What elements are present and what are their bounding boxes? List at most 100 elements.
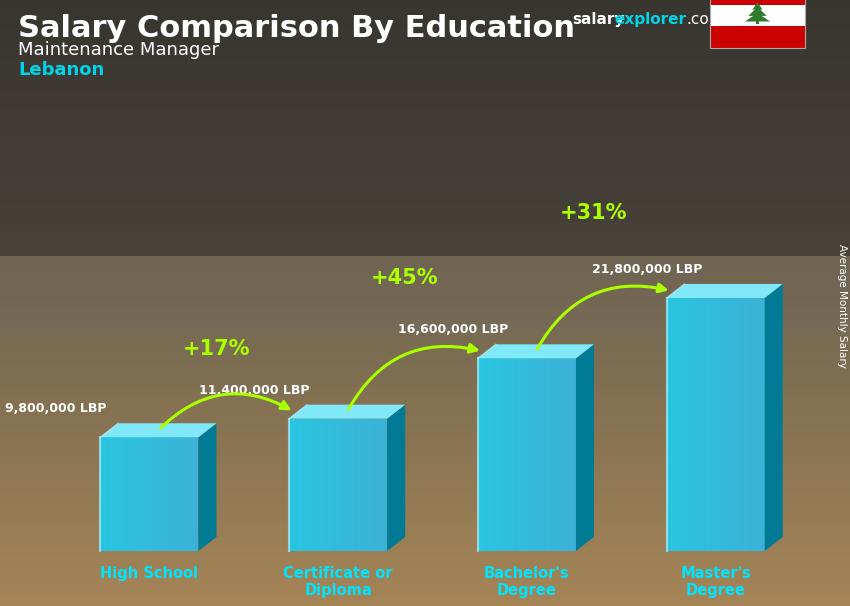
Bar bbox=[748, 298, 751, 551]
Bar bbox=[189, 438, 192, 551]
Bar bbox=[494, 358, 497, 551]
Bar bbox=[185, 438, 189, 551]
Text: High School: High School bbox=[100, 566, 198, 581]
Bar bbox=[384, 419, 388, 551]
Text: salary: salary bbox=[572, 12, 625, 27]
Bar bbox=[673, 298, 677, 551]
Bar bbox=[354, 419, 358, 551]
Bar bbox=[344, 419, 348, 551]
Bar bbox=[556, 358, 559, 551]
Bar bbox=[351, 419, 354, 551]
Bar bbox=[150, 438, 153, 551]
Bar bbox=[130, 438, 133, 551]
FancyArrowPatch shape bbox=[161, 394, 289, 428]
Bar bbox=[374, 419, 377, 551]
Bar bbox=[292, 419, 296, 551]
FancyArrowPatch shape bbox=[348, 344, 477, 409]
Polygon shape bbox=[198, 423, 217, 551]
Bar bbox=[365, 419, 367, 551]
Bar bbox=[728, 298, 732, 551]
Bar bbox=[338, 419, 342, 551]
Bar bbox=[322, 419, 325, 551]
Bar bbox=[517, 358, 520, 551]
Bar bbox=[169, 438, 173, 551]
Text: +31%: +31% bbox=[560, 203, 627, 223]
Bar bbox=[146, 438, 150, 551]
Bar bbox=[381, 419, 384, 551]
Bar bbox=[504, 358, 507, 551]
Polygon shape bbox=[388, 405, 405, 551]
Bar bbox=[319, 419, 322, 551]
Bar bbox=[296, 419, 299, 551]
Text: Master's
Degree: Master's Degree bbox=[680, 566, 751, 598]
Text: Average Monthly Salary: Average Monthly Salary bbox=[837, 244, 847, 368]
Bar bbox=[484, 358, 488, 551]
Text: +45%: +45% bbox=[371, 268, 439, 288]
Bar bbox=[550, 358, 553, 551]
Bar bbox=[710, 26, 805, 48]
Polygon shape bbox=[576, 344, 594, 551]
Polygon shape bbox=[745, 13, 770, 21]
Bar bbox=[739, 298, 742, 551]
Bar bbox=[328, 419, 332, 551]
Bar bbox=[712, 298, 716, 551]
Bar bbox=[0, 0, 850, 256]
Bar bbox=[159, 438, 162, 551]
Bar bbox=[153, 438, 156, 551]
Polygon shape bbox=[478, 344, 594, 358]
Bar bbox=[289, 419, 292, 551]
Polygon shape bbox=[666, 284, 783, 298]
Text: Certificate or
Diploma: Certificate or Diploma bbox=[283, 566, 393, 598]
Bar bbox=[348, 419, 351, 551]
Bar bbox=[497, 358, 501, 551]
Bar bbox=[758, 298, 762, 551]
Bar bbox=[371, 419, 374, 551]
Bar bbox=[536, 358, 540, 551]
Bar bbox=[196, 438, 198, 551]
Bar bbox=[358, 419, 361, 551]
Polygon shape bbox=[100, 423, 217, 438]
Bar bbox=[706, 298, 709, 551]
Bar bbox=[176, 438, 178, 551]
Bar bbox=[762, 298, 765, 551]
Bar bbox=[162, 438, 166, 551]
Bar bbox=[670, 298, 673, 551]
Text: 9,800,000 LBP: 9,800,000 LBP bbox=[5, 402, 107, 415]
Bar bbox=[756, 21, 758, 24]
Text: +17%: +17% bbox=[183, 339, 250, 359]
Bar bbox=[173, 438, 176, 551]
Text: 16,600,000 LBP: 16,600,000 LBP bbox=[398, 324, 508, 336]
Text: Lebanon: Lebanon bbox=[18, 61, 105, 79]
Polygon shape bbox=[752, 2, 762, 10]
Bar bbox=[722, 298, 725, 551]
Text: .com: .com bbox=[686, 12, 723, 27]
Bar bbox=[501, 358, 504, 551]
Bar bbox=[530, 358, 534, 551]
Bar bbox=[511, 358, 513, 551]
Bar bbox=[716, 298, 719, 551]
Bar bbox=[302, 419, 305, 551]
Bar bbox=[123, 438, 127, 551]
Bar bbox=[719, 298, 722, 551]
Bar bbox=[100, 438, 104, 551]
Bar bbox=[332, 419, 335, 551]
Bar bbox=[751, 298, 755, 551]
Bar bbox=[566, 358, 570, 551]
Bar bbox=[478, 358, 481, 551]
Text: explorer: explorer bbox=[614, 12, 686, 27]
Bar bbox=[104, 438, 107, 551]
Polygon shape bbox=[765, 284, 783, 551]
Bar bbox=[524, 358, 527, 551]
Bar bbox=[534, 358, 536, 551]
Bar bbox=[547, 358, 550, 551]
Bar bbox=[570, 358, 573, 551]
Bar bbox=[513, 358, 517, 551]
Bar bbox=[677, 298, 680, 551]
Bar bbox=[745, 298, 748, 551]
Bar bbox=[120, 438, 123, 551]
Bar bbox=[481, 358, 484, 551]
Text: 11,400,000 LBP: 11,400,000 LBP bbox=[199, 384, 309, 397]
Bar bbox=[133, 438, 136, 551]
Text: Maintenance Manager: Maintenance Manager bbox=[18, 41, 219, 59]
Bar bbox=[488, 358, 491, 551]
